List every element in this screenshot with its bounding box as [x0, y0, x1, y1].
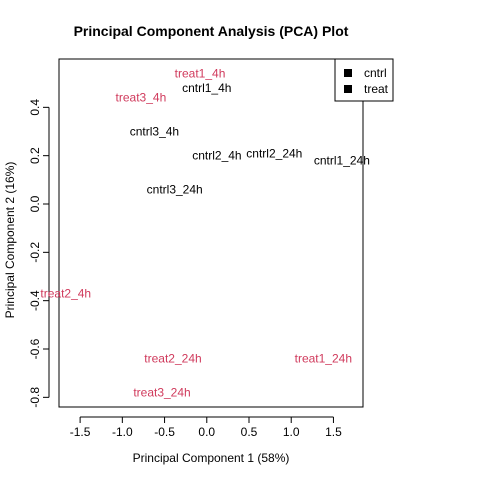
x-tick-label: 0.0 — [198, 425, 215, 439]
point-label-treat: treat2_24h — [144, 352, 201, 366]
legend-label: treat — [364, 82, 389, 96]
point-label-cntrl: cntrl1_4h — [182, 81, 231, 95]
y-tick-label: 0.2 — [28, 147, 42, 164]
x-tick-label: 1.5 — [325, 425, 342, 439]
point-label-cntrl: cntrl3_4h — [130, 125, 179, 139]
y-axis-label: Principal Component 2 (16%) — [3, 162, 17, 319]
point-label-treat: treat3_24h — [133, 386, 190, 400]
y-tick-label: -0.6 — [28, 338, 42, 359]
point-label-cntrl: cntrl3_24h — [147, 183, 203, 197]
legend-label: cntrl — [364, 66, 387, 80]
legend-marker — [344, 69, 352, 77]
y-tick-label: -0.8 — [28, 387, 42, 408]
data-points: cntrl1_4h cntrl3_4h cntrl2_4h cntrl2_24hcnt… — [40, 67, 370, 400]
legend: cntrl treat — [334, 58, 394, 102]
x-axis-label: Principal Component 1 (58%) — [133, 451, 290, 465]
chart-title: Principal Component Analysis (PCA) Plot — [74, 23, 349, 39]
legend-box — [334, 58, 394, 102]
y-tick-label: -0.4 — [28, 290, 42, 311]
y-tick-label: 0.0 — [28, 195, 42, 212]
point-label-treat: treat1_24h — [295, 352, 352, 366]
x-tick-label: 0.5 — [241, 425, 258, 439]
plot-frame — [58, 58, 364, 408]
point-label-cntrl: cntrl2_4h — [192, 149, 241, 163]
point-label-cntrl: cntrl2_24h — [246, 146, 302, 160]
point-label-cntrl: cntrl1_24h — [314, 154, 370, 168]
x-tick-label: -1.0 — [112, 425, 133, 439]
point-label-treat: treat2_4h — [40, 286, 91, 300]
x-axis: -1.5 -1.0 -0.5 0.0 0.5 1.0 1.5 — [70, 416, 342, 439]
point-label-treat: treat1_4h — [175, 67, 226, 81]
point-label-treat: treat3_4h — [116, 91, 167, 105]
x-tick-label: -0.5 — [154, 425, 175, 439]
y-tick-label: 0.4 — [28, 99, 42, 116]
y-axis: -0.8 -0.6 -0.4 -0.2 0.0 0.2 0.4 — [28, 99, 50, 408]
x-tick-label: -1.5 — [70, 425, 91, 439]
x-tick-label: 1.0 — [283, 425, 300, 439]
legend-marker — [344, 85, 352, 93]
y-tick-label: -0.2 — [28, 242, 42, 263]
